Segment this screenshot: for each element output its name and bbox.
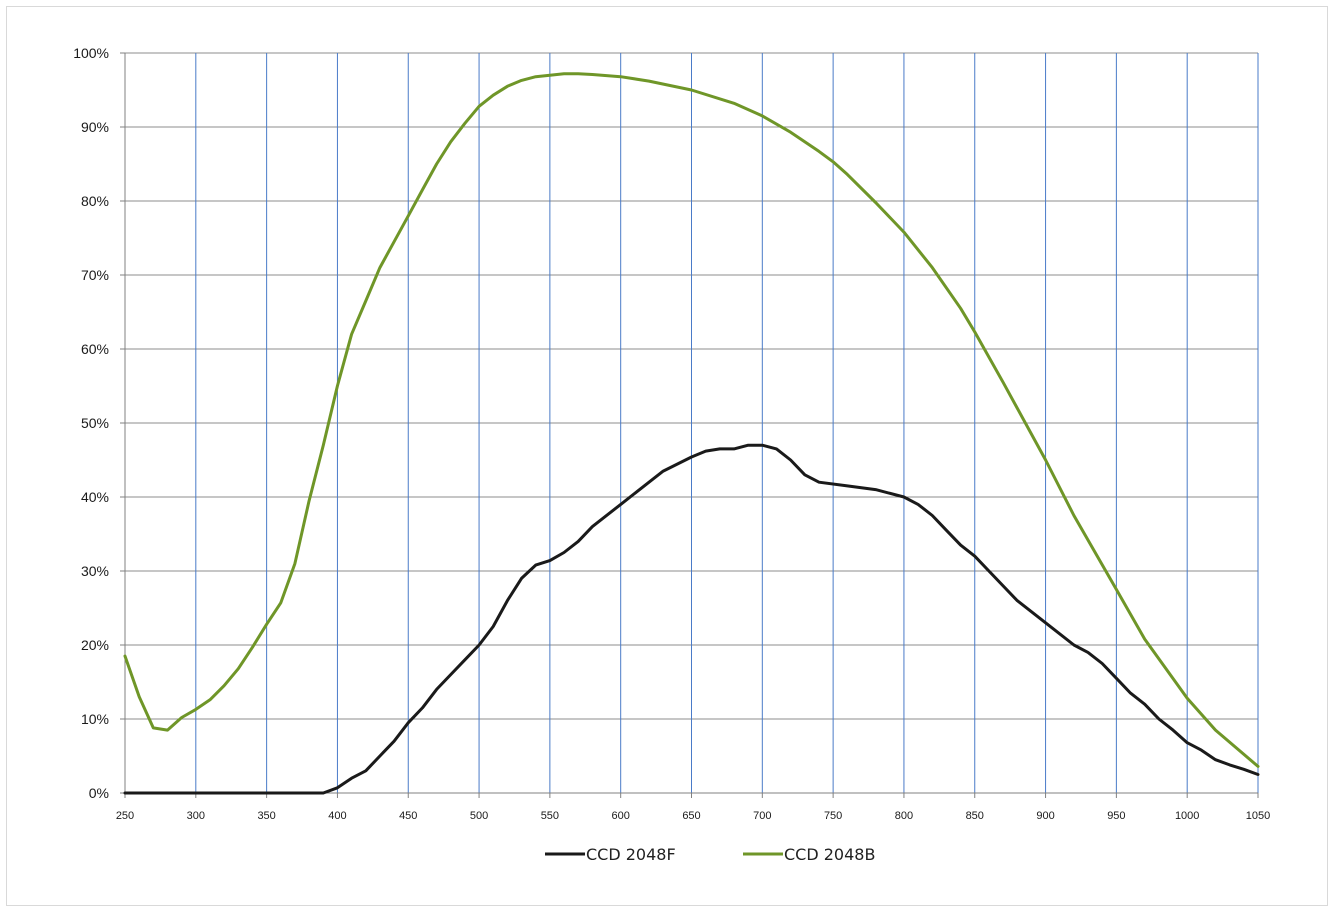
x-tick-label: 250	[116, 810, 134, 822]
y-tick-label: 90%	[81, 119, 109, 135]
x-tick-label: 1000	[1175, 810, 1199, 822]
x-tick-labels: 250 300 350 400 450 500 550 600 650 700 750 800 850 9…	[116, 810, 1270, 822]
x-tick-label: 450	[399, 810, 417, 822]
x-tick-label: 900	[1036, 810, 1054, 822]
series-line-1	[123, 443, 1260, 795]
x-tick-label: 700	[753, 810, 771, 822]
grid-lines	[125, 52, 1259, 793]
y-tick-label: 40%	[81, 489, 109, 505]
x-tick-label: 400	[328, 810, 346, 822]
chart-frame	[6, 6, 1328, 906]
x-tick-label: 950	[1107, 810, 1125, 822]
x-tick-label: 300	[187, 810, 205, 822]
x-tick-label: 550	[541, 810, 559, 822]
legend: CCD 2048F CCD 2048B	[545, 845, 875, 864]
x-tick-label: 750	[824, 810, 842, 822]
y-tick-label: 70%	[81, 267, 109, 283]
axes	[120, 52, 1259, 798]
y-tick-label: 60%	[81, 341, 109, 357]
x-tick-label: 600	[612, 810, 630, 822]
y-tick-label: 0%	[89, 785, 109, 801]
series-lines	[123, 72, 1260, 795]
y-tick-label: 10%	[81, 711, 109, 727]
x-tick-label: 350	[257, 810, 275, 822]
y-tick-label: 20%	[81, 637, 109, 653]
x-tick-label: 650	[682, 810, 700, 822]
legend-label: CCD 2048F	[586, 845, 676, 864]
y-tick-label: 100%	[73, 45, 109, 61]
y-tick-label: 50%	[81, 415, 109, 431]
x-tick-label: 850	[966, 810, 984, 822]
y-tick-label: 80%	[81, 193, 109, 209]
x-tick-label: 1050	[1246, 810, 1270, 822]
series-line-2	[123, 72, 1260, 768]
legend-label: CCD 2048B	[784, 845, 875, 864]
y-tick-labels: 0% 10% 20% 30% 40% 50% 60% 70% 80% 90% 100%	[73, 45, 109, 801]
y-tick-label: 30%	[81, 563, 109, 579]
x-tick-label: 800	[895, 810, 913, 822]
x-tick-label: 500	[470, 810, 488, 822]
